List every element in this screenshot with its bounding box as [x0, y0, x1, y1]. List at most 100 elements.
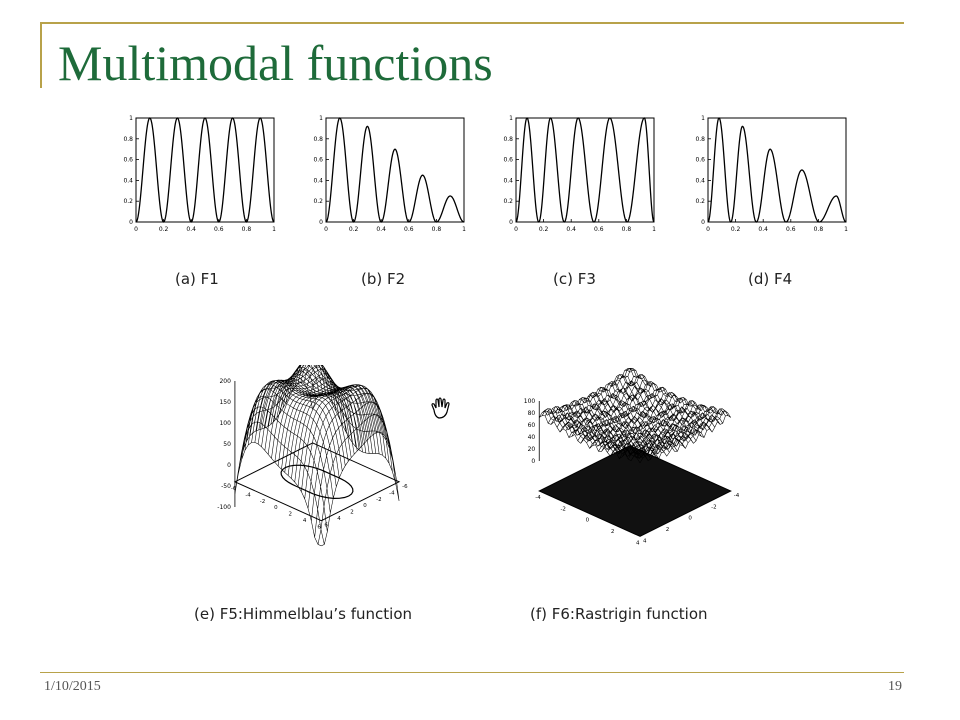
series-line: [135, 117, 275, 223]
plot-frame: [325, 117, 465, 223]
footer-date: 1/10/2015: [44, 679, 101, 694]
y-tick-label: -2: [376, 497, 381, 503]
x-tick-label: 1: [272, 226, 276, 233]
chart-f1: 0 0.2 0.4 0.6 0.8 1 0 0.2 0.4 0.6 0.8 1: [123, 115, 276, 233]
x-tick-label: -6: [231, 486, 237, 492]
y-tick-label: 0.8: [695, 136, 705, 143]
y-tick-label: 0.6: [695, 157, 705, 164]
x-tick-label: 4: [303, 518, 307, 524]
slide-frame-top: [40, 22, 904, 24]
y-tick-label: 0: [701, 219, 705, 226]
x-tick-label: 0: [586, 518, 590, 524]
y-tick-label: 0.2: [503, 198, 513, 205]
y-tick-label: 2: [666, 527, 670, 533]
x-tick-label: 0.8: [242, 226, 252, 233]
y-tick-label: 0.6: [503, 157, 513, 164]
plot-frame: [515, 117, 655, 223]
x-tick-label: -4: [245, 492, 251, 498]
z-tick-label: -50: [221, 483, 231, 490]
z-tick-label: 200: [219, 378, 231, 385]
x-tick-label: 2: [289, 512, 293, 518]
chart-f3: 0 0.2 0.4 0.6 0.8 1 0 0.2 0.4 0.6 0.8 1: [503, 115, 656, 233]
surface-mesh: [539, 368, 731, 464]
x-tick-label: -2: [560, 506, 565, 512]
y-tick-label: 0: [509, 219, 513, 226]
y-tick-label: 0.8: [503, 136, 513, 143]
page-number: 19: [888, 679, 902, 694]
y-tick-label: 0.2: [123, 198, 133, 205]
series-line: [325, 117, 465, 223]
x-tick-label: 6: [317, 525, 321, 531]
y-tick-label: -6: [402, 484, 408, 490]
caption-d: (d) F4: [748, 270, 793, 288]
x-tick-label: 0: [324, 226, 328, 233]
y-tick-label: 4: [643, 538, 647, 544]
series-line: [515, 117, 655, 223]
caption-e: (e) F5:Himmelblau’s function: [194, 605, 413, 623]
z-tick-label: 150: [219, 399, 231, 406]
x-tick-label: 0: [134, 226, 138, 233]
caption-c: (c) F3: [553, 270, 596, 288]
x-tick-label: 0.6: [214, 226, 224, 233]
y-tick-label: -2: [711, 504, 716, 510]
x-tick-label: 0.6: [404, 226, 414, 233]
y-tick-label: 0: [688, 516, 692, 522]
z-tick-label: 100: [219, 420, 231, 427]
slide-title: Multimodal functions: [58, 35, 493, 91]
y-tick-label: 0.8: [313, 136, 323, 143]
caption-f: (f) F6:Rastrigin function: [530, 605, 708, 623]
x-tick-label: 1: [652, 226, 656, 233]
series-line: [707, 117, 847, 223]
z-tick-label: 60: [528, 422, 536, 429]
y-tick-label: 0.2: [313, 198, 323, 205]
y-tick-label: 2: [350, 510, 354, 516]
y-tick-label: -4: [389, 490, 395, 496]
z-tick-label: 50: [223, 441, 231, 448]
x-tick-label: 0: [274, 505, 278, 511]
x-tick-label: 2: [611, 529, 615, 535]
slide-frame-bottom: [40, 672, 904, 673]
y-tick-label: 4: [337, 516, 341, 522]
base-plane: [233, 442, 401, 522]
x-tick-label: -2: [260, 499, 265, 505]
x-tick-label: 0.8: [622, 226, 632, 233]
x-tick-label: 0.2: [159, 226, 169, 233]
x-tick-label: 1: [844, 226, 848, 233]
y-tick-label: 0.4: [313, 177, 323, 184]
x-tick-label: 0.8: [814, 226, 824, 233]
z-tick-label: -100: [217, 504, 231, 511]
y-tick-label: 0.4: [123, 177, 133, 184]
y-tick-label: 0: [363, 503, 367, 509]
z-tick-label: 100: [524, 398, 536, 405]
x-tick-label: 0.4: [376, 226, 386, 233]
chart-f5-himmelblau: 200 150 100 50 0 -50 -100 -6 -6 -4 -4 -2 -2 0 0 2 2 4 4 6 6: [217, 365, 408, 547]
y-tick-label: 0.6: [123, 157, 133, 164]
z-tick-label: 80: [528, 410, 536, 417]
z-tick-label: 0: [531, 458, 535, 465]
x-tick-label: 0.4: [186, 226, 196, 233]
y-tick-label: -4: [734, 493, 740, 499]
caption-b: (b) F2: [361, 270, 406, 288]
y-tick-label: 1: [509, 115, 513, 122]
z-tick-label: 20: [528, 446, 536, 453]
x-tick-label: 0.6: [594, 226, 604, 233]
x-tick-label: 0.6: [786, 226, 796, 233]
y-tick-label: 1: [129, 115, 133, 122]
x-tick-label: 0.8: [432, 226, 442, 233]
z-tick-label: 40: [528, 434, 536, 441]
y-tick-label: 0.8: [123, 136, 133, 143]
chart-f4: 0 0.2 0.4 0.6 0.8 1 0 0.2 0.4 0.6 0.8 1: [695, 115, 848, 233]
surface-mesh: [234, 365, 400, 547]
slide-frame-left: [40, 22, 42, 88]
y-tick-label: 0.2: [695, 198, 705, 205]
y-tick-label: 0.4: [503, 177, 513, 184]
y-tick-label: 0.4: [695, 177, 705, 184]
y-tick-label: 1: [319, 115, 323, 122]
x-tick-label: 0.2: [731, 226, 741, 233]
y-tick-label: 0: [319, 219, 323, 226]
hand-cursor-icon: [431, 397, 450, 419]
caption-a: (a) F1: [175, 270, 219, 288]
chart-f2: 0 0.2 0.4 0.6 0.8 1 0 0.2 0.4 0.6 0.8 1: [313, 115, 466, 233]
x-tick-label: 0.4: [566, 226, 576, 233]
